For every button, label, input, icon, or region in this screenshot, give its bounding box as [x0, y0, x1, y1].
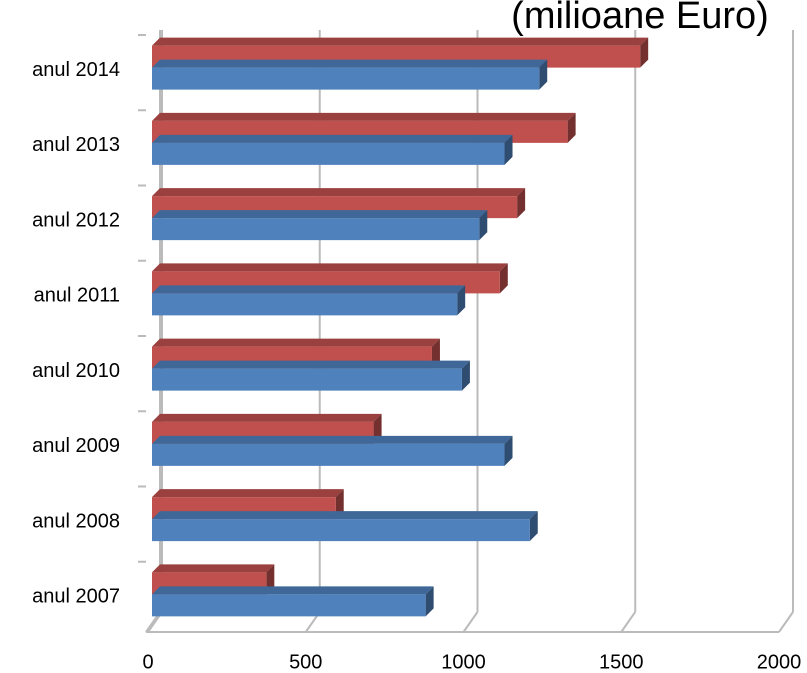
- bar-top: [152, 436, 513, 444]
- x-tick-label: 1000: [441, 651, 486, 673]
- y-tick-label: anul 2013: [32, 134, 120, 156]
- y-tick-label: anul 2010: [32, 360, 120, 382]
- bar: [152, 369, 462, 391]
- bar-top: [152, 210, 487, 218]
- x-tick-label: 500: [289, 651, 322, 673]
- y-tick-label: anul 2014: [32, 59, 120, 81]
- bar-top: [152, 489, 344, 497]
- x-tick-label: 2000: [757, 651, 802, 673]
- background: [0, 0, 807, 673]
- chart-title: (milioane Euro): [511, 0, 769, 37]
- x-tick-label: 1500: [599, 651, 644, 673]
- bar-top: [152, 113, 576, 121]
- bar-top: [152, 339, 440, 347]
- y-tick-label: anul 2009: [32, 435, 120, 457]
- y-tick-label: anul 2011: [34, 285, 120, 307]
- bar-top: [152, 135, 513, 143]
- bar-top: [152, 263, 508, 271]
- bar: [152, 68, 539, 90]
- bar: [152, 218, 479, 240]
- bar: [152, 444, 505, 466]
- bar-top: [152, 60, 547, 68]
- bar: [152, 293, 457, 315]
- y-tick-label: anul 2007: [32, 586, 120, 608]
- bar-top: [152, 38, 648, 46]
- y-tick-label: anul 2012: [32, 209, 120, 231]
- bar: [152, 143, 505, 165]
- bar-top: [152, 511, 538, 519]
- bar-top: [152, 285, 465, 293]
- y-tick-label: anul 2008: [32, 510, 120, 532]
- bar-top: [152, 361, 470, 369]
- bar-top: [152, 586, 434, 594]
- bar-top: [152, 188, 525, 196]
- bar: [152, 519, 530, 541]
- bar-top: [152, 414, 382, 422]
- chart: (milioane Euro) 0 500 1000 1500 2000 anul 201…: [0, 0, 807, 673]
- bar-top: [152, 564, 274, 572]
- x-tick-label: 0: [142, 651, 153, 673]
- bar: [152, 594, 426, 616]
